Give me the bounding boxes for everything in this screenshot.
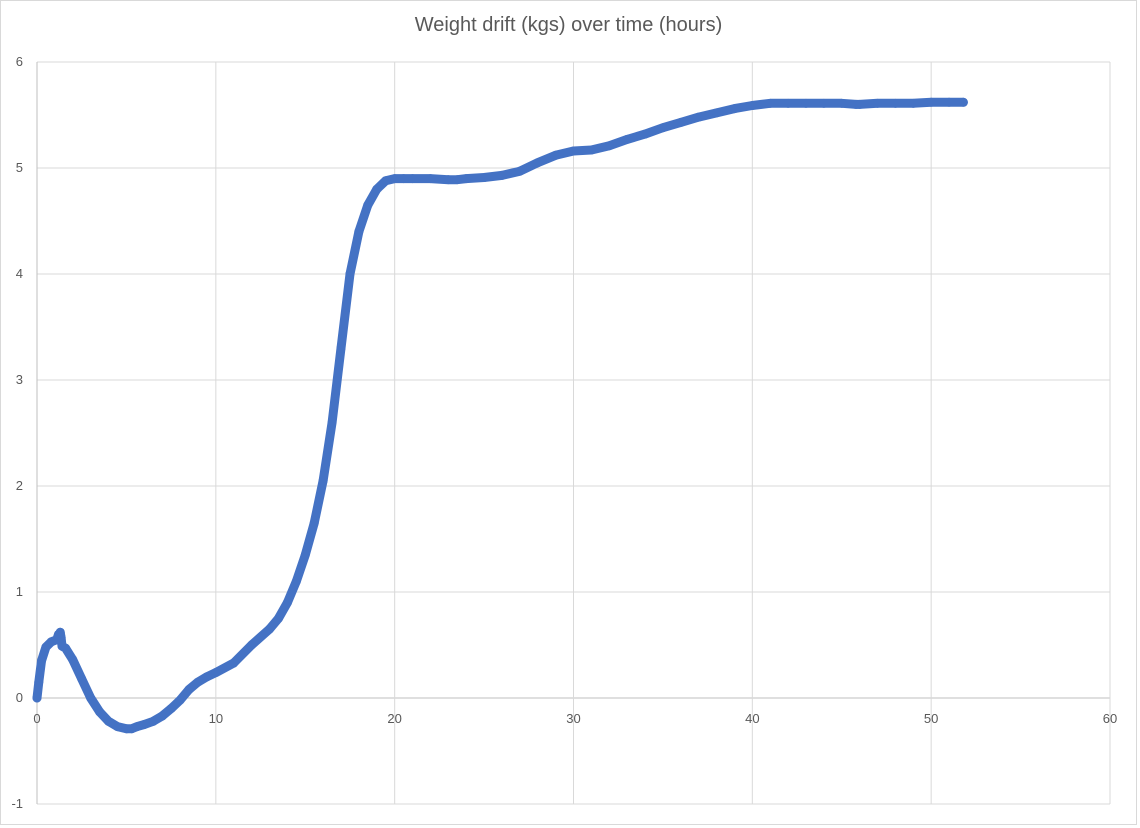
data-point bbox=[604, 141, 614, 151]
data-point bbox=[318, 476, 328, 486]
data-point bbox=[139, 720, 149, 729]
data-point bbox=[327, 417, 337, 427]
data-point bbox=[193, 677, 203, 687]
data-point bbox=[452, 175, 462, 185]
data-point bbox=[381, 176, 391, 186]
x-tick-label: 60 bbox=[1103, 711, 1117, 726]
y-tick-label: 3 bbox=[16, 372, 23, 387]
data-point bbox=[551, 150, 561, 160]
data-point bbox=[282, 598, 292, 608]
data-point bbox=[309, 518, 319, 528]
data-point bbox=[873, 98, 883, 108]
data-point bbox=[363, 200, 373, 210]
chart-title: Weight drift (kgs) over time (hours) bbox=[414, 14, 723, 36]
data-point bbox=[658, 123, 668, 133]
data-point bbox=[336, 343, 346, 353]
data-point bbox=[694, 112, 704, 122]
y-tick-label: 5 bbox=[16, 160, 23, 175]
data-point bbox=[247, 640, 257, 650]
data-point bbox=[676, 117, 686, 127]
data-point bbox=[515, 166, 525, 176]
data-point bbox=[783, 98, 793, 108]
data-point bbox=[95, 707, 105, 717]
data-point bbox=[148, 716, 158, 726]
data-point bbox=[586, 145, 596, 155]
data-point bbox=[569, 146, 578, 156]
data-point bbox=[36, 656, 46, 666]
y-tick-label: 6 bbox=[16, 54, 23, 69]
data-point bbox=[801, 98, 811, 108]
data-point bbox=[112, 722, 122, 732]
data-point bbox=[926, 97, 936, 107]
data-point bbox=[497, 170, 507, 180]
x-tick-label: 50 bbox=[924, 711, 938, 726]
data-point bbox=[533, 158, 543, 168]
data-point bbox=[461, 174, 471, 184]
x-tick-label: 40 bbox=[745, 711, 759, 726]
series-line bbox=[32, 97, 968, 734]
data-point bbox=[908, 98, 918, 108]
data-point bbox=[264, 624, 274, 634]
data-point bbox=[747, 100, 757, 110]
data-point bbox=[104, 716, 114, 726]
data-point bbox=[68, 655, 78, 665]
data-point bbox=[622, 134, 632, 144]
data-point bbox=[229, 658, 239, 668]
y-tick-label: 4 bbox=[16, 266, 23, 281]
data-point bbox=[34, 677, 44, 687]
data-point bbox=[61, 643, 71, 653]
data-point bbox=[175, 695, 185, 705]
data-point bbox=[408, 174, 418, 184]
data-point bbox=[184, 685, 194, 695]
data-point bbox=[372, 184, 382, 194]
data-point bbox=[300, 550, 310, 560]
data-point bbox=[819, 98, 829, 108]
y-tick-label: 0 bbox=[16, 690, 23, 705]
grid-lines bbox=[36, 61, 1111, 805]
x-tick-label: 30 bbox=[566, 711, 580, 726]
data-point bbox=[399, 174, 409, 184]
data-point bbox=[345, 269, 355, 279]
data-point bbox=[890, 98, 900, 108]
data-point bbox=[77, 674, 87, 684]
data-point bbox=[443, 175, 453, 185]
data-point bbox=[132, 722, 142, 732]
data-point bbox=[354, 227, 364, 237]
data-point bbox=[32, 693, 42, 703]
data-point bbox=[86, 693, 96, 703]
x-tick-label: 20 bbox=[387, 711, 401, 726]
data-point bbox=[211, 668, 221, 678]
y-tick-label: 1 bbox=[16, 584, 23, 599]
data-point bbox=[425, 174, 435, 184]
data-point bbox=[157, 711, 167, 721]
data-point bbox=[202, 672, 212, 682]
data-point bbox=[855, 99, 865, 109]
data-point bbox=[958, 97, 968, 107]
data-point bbox=[765, 98, 775, 108]
y-tick-label: -1 bbox=[11, 796, 23, 811]
data-point bbox=[712, 108, 722, 118]
data-point bbox=[837, 98, 847, 108]
x-tick-label: 0 bbox=[33, 711, 40, 726]
data-point bbox=[273, 614, 283, 623]
x-tick-label: 10 bbox=[209, 711, 223, 726]
data-point bbox=[479, 173, 489, 183]
data-point bbox=[166, 704, 176, 714]
data-point bbox=[944, 97, 954, 107]
data-point bbox=[640, 129, 650, 139]
data-point bbox=[729, 104, 739, 114]
y-tick-label: 2 bbox=[16, 478, 23, 493]
data-point bbox=[390, 174, 400, 184]
data-series bbox=[32, 97, 968, 734]
data-point bbox=[291, 576, 301, 586]
data-point bbox=[56, 633, 66, 643]
